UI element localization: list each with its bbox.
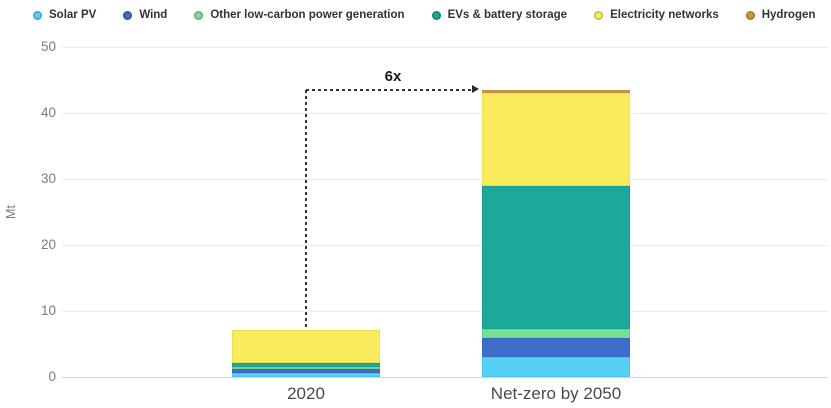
electricity-networks-legend-dot-icon [594, 10, 604, 20]
segment-other-low-carbon-power-generation-2020[interactable] [232, 366, 380, 369]
legend-label: Wind [139, 9, 168, 21]
legend-label: Hydrogen [761, 9, 816, 21]
legend-item-electricity-networks[interactable]: Electricity networks [594, 9, 719, 21]
y-tick-30: 30 [40, 171, 56, 186]
evs-battery-storage-legend-dot-icon [431, 10, 441, 20]
segment-wind-2020[interactable] [232, 368, 380, 374]
segment-evs-battery-storage-net-zero-by-2050[interactable] [482, 185, 630, 329]
legend-label: EVs & battery storage [447, 9, 568, 21]
gridline-40 [62, 113, 828, 114]
solar-pv-legend-dot-icon [33, 10, 42, 20]
bar-2020[interactable] [232, 330, 380, 377]
gridline-50 [62, 47, 828, 48]
bar-net-zero-by-2050[interactable] [482, 89, 630, 377]
gridline-10 [62, 311, 828, 312]
legend-label: Electricity networks [610, 9, 719, 21]
legend-label: Other low-carbon power generation [210, 9, 405, 21]
legend-label: Solar PV [49, 9, 97, 21]
legend-item-evs-battery-storage[interactable]: EVs & battery storage [431, 9, 568, 21]
segment-solar-pv-net-zero-by-2050[interactable] [482, 357, 630, 377]
segment-solar-pv-2020[interactable] [232, 373, 380, 377]
segment-electricity-networks-2020[interactable] [232, 330, 380, 364]
y-tick-0: 0 [48, 369, 56, 384]
segment-evs-battery-storage-2020[interactable] [232, 363, 380, 367]
segment-other-low-carbon-power-generation-net-zero-by-2050[interactable] [482, 328, 630, 339]
legend: Solar PV Wind Other low-carbon power gener… [33, 9, 815, 21]
hydrogen-legend-dot-icon [745, 10, 755, 20]
other-low-carbon-power-generation-legend-dot-icon [194, 10, 204, 20]
y-tick-10: 10 [40, 303, 56, 318]
legend-item-other-low-carbon-power-generation[interactable]: Other low-carbon power generation [194, 9, 405, 21]
y-tick-40: 40 [40, 105, 56, 120]
segment-electricity-networks-net-zero-by-2050[interactable] [482, 93, 630, 186]
annotation-horizontal-dashed-line [306, 88, 472, 91]
gridline-30 [62, 179, 828, 180]
x-label-net-zero-by-2050: Net-zero by 2050 [490, 384, 622, 403]
wind-legend-dot-icon [123, 10, 133, 20]
segment-wind-net-zero-by-2050[interactable] [482, 338, 630, 358]
legend-item-hydrogen[interactable]: Hydrogen [745, 9, 816, 21]
annotation-vertical-dashed-line [305, 89, 307, 327]
legend-item-wind[interactable]: Wind [123, 9, 167, 21]
y-tick-20: 20 [40, 237, 56, 252]
annotation-arrowhead-icon [472, 85, 479, 94]
segment-hydrogen-net-zero-by-2050[interactable] [482, 89, 630, 94]
gridline-0 [62, 377, 828, 378]
legend-item-solar-pv[interactable]: Solar PV [33, 9, 96, 21]
y-tick-50: 50 [40, 39, 56, 54]
x-label-2020: 2020 [287, 384, 325, 403]
annotation-label: 6x [384, 67, 402, 85]
gridline-20 [62, 245, 828, 246]
